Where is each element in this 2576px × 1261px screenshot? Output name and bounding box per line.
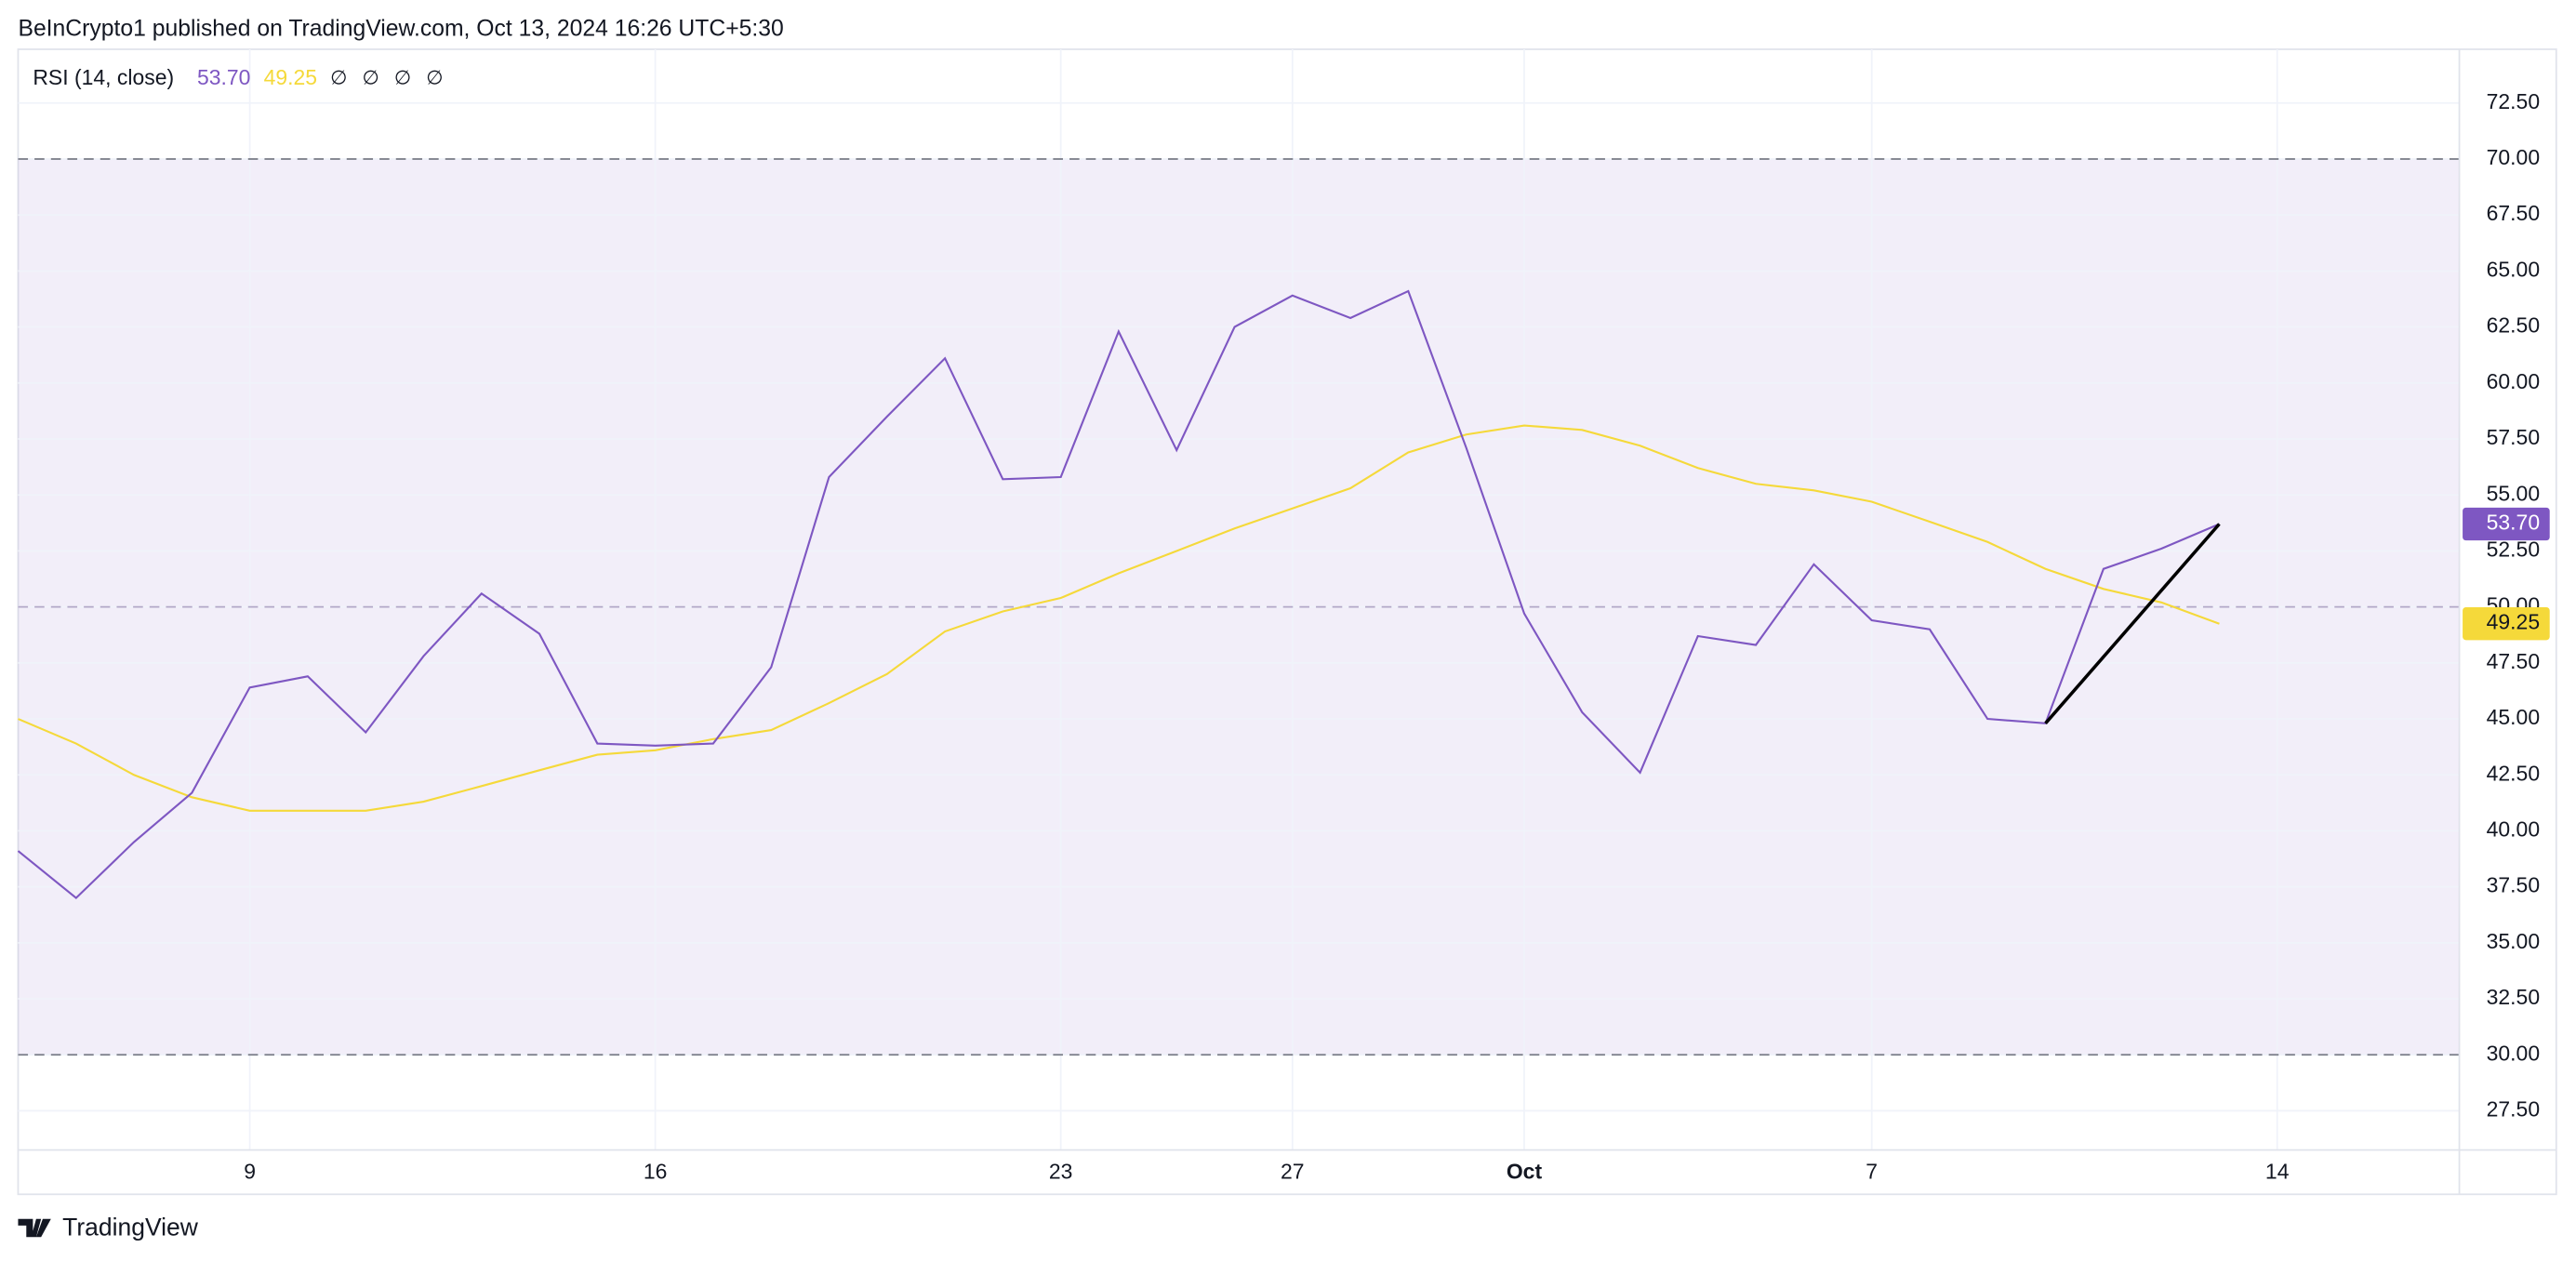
y-tick-label: 70.00 — [2487, 145, 2540, 169]
legend-icon: ∅ — [426, 67, 443, 88]
y-tick-label: 42.50 — [2487, 761, 2540, 785]
y-tick-label: 52.50 — [2487, 537, 2540, 561]
y-tick-label: 55.00 — [2487, 481, 2540, 505]
legend-value: 53.70 — [197, 65, 250, 89]
price-badge-label: 49.25 — [2487, 610, 2540, 634]
y-tick-label: 40.00 — [2487, 816, 2540, 841]
logo-icon — [18, 1218, 51, 1238]
y-tick-label: 35.00 — [2487, 929, 2540, 953]
x-tick-label: 27 — [1281, 1159, 1305, 1183]
x-tick-label: Oct — [1507, 1159, 1543, 1183]
legend-icon: ∅ — [330, 67, 347, 88]
price-badge-label: 53.70 — [2487, 511, 2540, 535]
x-tick-label: 16 — [644, 1159, 668, 1183]
y-tick-label: 60.00 — [2487, 369, 2540, 393]
y-tick-label: 62.50 — [2487, 313, 2540, 338]
chart-frame — [17, 48, 2557, 1196]
series-line — [18, 424, 2220, 812]
y-tick-label: 37.50 — [2487, 873, 2540, 897]
logo-text: TradingView — [62, 1213, 199, 1241]
y-tick-label: 65.00 — [2487, 257, 2540, 281]
y-tick-label: 67.50 — [2487, 201, 2540, 225]
x-tick-label: 14 — [2265, 1159, 2290, 1183]
series-line — [17, 289, 2220, 900]
y-tick-label: 27.50 — [2487, 1097, 2540, 1122]
y-tick-label: 30.00 — [2487, 1041, 2540, 1065]
y-tick-label: 45.00 — [2487, 705, 2540, 729]
x-tick-label: 9 — [244, 1159, 256, 1183]
plot — [17, 289, 2221, 900]
legend-icon: ∅ — [363, 67, 379, 88]
grid — [18, 48, 2460, 1150]
legend-value: 49.25 — [264, 65, 317, 89]
price-badge — [2463, 507, 2550, 541]
footer-logo: TradingView — [18, 1213, 199, 1241]
legend-icon: ∅ — [394, 67, 411, 88]
legend: 53.70 49.25 ∅ ∅ ∅ ∅ — [197, 65, 444, 89]
x-tick-label: 7 — [1866, 1159, 1878, 1183]
axes: 27.50 30.00 32.50 35.00 37.50 40.00 42.50 45.00… — [18, 48, 2556, 1195]
y-tick-label: 57.50 — [2487, 425, 2540, 449]
y-tick-label: 47.50 — [2487, 649, 2540, 673]
y-tick-label: 72.50 — [2487, 89, 2540, 113]
y-tick-label: 32.50 — [2487, 985, 2540, 1009]
x-tick-label: 23 — [1049, 1159, 1073, 1183]
indicator-title: RSI (14, close) — [33, 65, 174, 89]
trend-line — [2044, 523, 2221, 724]
publish-header: BeInCrypto1 published on TradingView.com… — [18, 16, 783, 41]
price-badge — [2463, 607, 2550, 641]
